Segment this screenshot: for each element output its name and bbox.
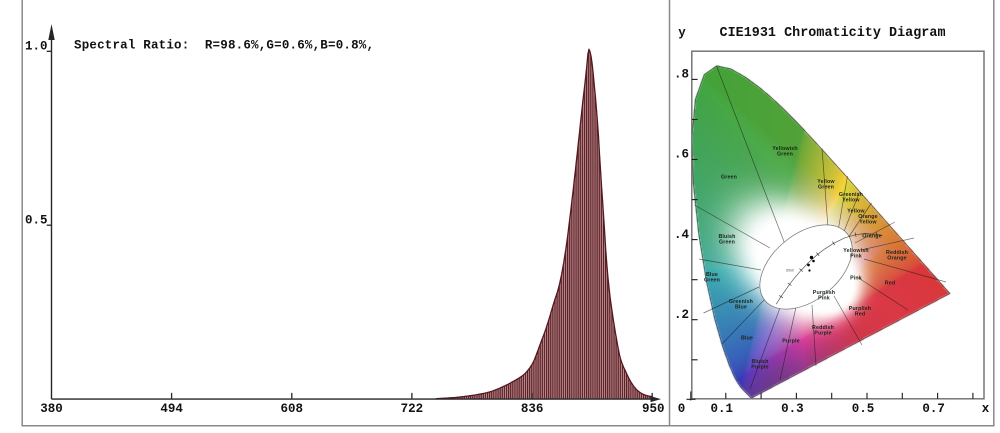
svg-text:Yellow: Yellow (859, 220, 877, 226)
svg-text:Blue: Blue (741, 336, 753, 342)
svg-text:Red: Red (885, 281, 895, 287)
svg-text:Pink: Pink (818, 296, 830, 302)
svg-text:Red: Red (855, 312, 865, 318)
svg-text:Reddish: Reddish (812, 325, 834, 331)
svg-text:Purplish: Purplish (813, 290, 835, 296)
svg-text:950: 950 (642, 402, 665, 416)
svg-text:1.0: 1.0 (25, 39, 48, 53)
svg-text:x: x (982, 402, 990, 416)
svg-text:608: 608 (281, 402, 304, 416)
svg-text:Orange: Orange (858, 214, 877, 220)
svg-text:836: 836 (521, 402, 544, 416)
svg-text:Purple: Purple (751, 365, 768, 371)
svg-text:Green: Green (818, 185, 834, 191)
svg-text:0: 0 (678, 402, 686, 416)
svg-text:Purple: Purple (782, 339, 799, 345)
svg-text:Purplish: Purplish (849, 306, 871, 312)
svg-text:Greenish: Greenish (839, 192, 863, 198)
svg-text:494: 494 (160, 402, 183, 416)
svg-text:Blue: Blue (735, 305, 747, 311)
svg-text:y: y (678, 26, 686, 40)
svg-text:.2: .2 (674, 308, 689, 322)
svg-text:.8: .8 (674, 68, 689, 82)
svg-text:Yellowish: Yellowish (772, 146, 798, 152)
svg-text:Pink: Pink (850, 254, 862, 260)
svg-text:Bluish: Bluish (718, 234, 735, 240)
svg-text:Spectral Ratio: R=98.6%,G=0.6: Spectral Ratio: R=98.6%,G=0.6%,B=0.8%, (74, 38, 374, 52)
svg-text:Orange: Orange (887, 256, 906, 262)
svg-text:.6: .6 (674, 148, 689, 162)
svg-text:0.1: 0.1 (711, 402, 734, 416)
svg-text:380: 380 (40, 402, 63, 416)
svg-text:Yellow: Yellow (847, 209, 865, 215)
svg-text:Yellow: Yellow (842, 198, 860, 204)
svg-text:Green: Green (704, 278, 720, 284)
svg-text:Purple: Purple (814, 331, 831, 337)
svg-text:0.3: 0.3 (781, 402, 804, 416)
svg-text:Yellowish: Yellowish (843, 248, 869, 254)
svg-text:.4: .4 (674, 228, 690, 242)
svg-text:722: 722 (401, 402, 424, 416)
svg-text:0.5: 0.5 (25, 213, 48, 227)
svg-text:Reddish: Reddish (886, 250, 908, 256)
svg-text:Blue: Blue (706, 272, 718, 278)
svg-text:Bluish: Bluish (751, 359, 768, 365)
svg-text:Green: Green (721, 175, 737, 181)
svg-text:6500: 6500 (786, 269, 794, 273)
svg-text:Greenish: Greenish (729, 299, 753, 305)
svg-text:0.5: 0.5 (852, 402, 875, 416)
svg-text:Pink: Pink (850, 276, 862, 282)
svg-text:Green: Green (719, 240, 735, 246)
svg-text:Orange: Orange (862, 234, 881, 240)
svg-text:CIE1931 Chromaticity Diagram: CIE1931 Chromaticity Diagram (720, 26, 946, 41)
svg-text:Yellow: Yellow (817, 179, 835, 185)
svg-text:Green: Green (777, 152, 793, 158)
svg-text:0.7: 0.7 (922, 402, 945, 416)
